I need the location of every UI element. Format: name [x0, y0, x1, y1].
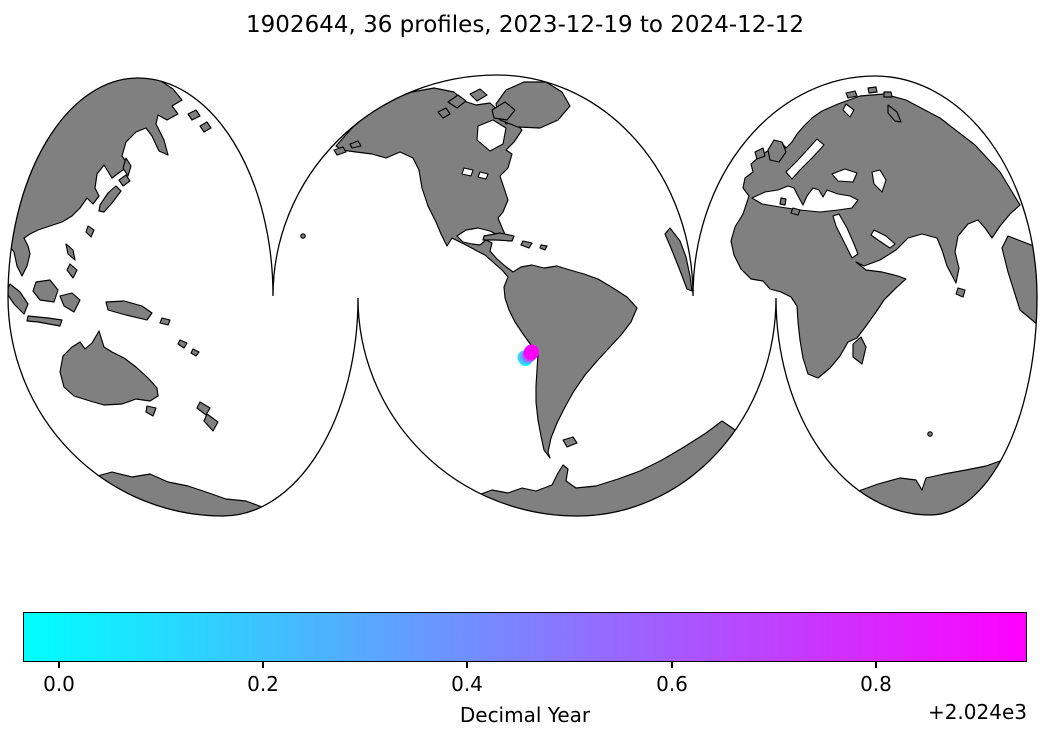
white-sea — [842, 103, 855, 118]
figure-title: 1902644, 36 profiles, 2023-12-19 to 2024… — [246, 12, 804, 38]
island-iceland — [713, 109, 733, 123]
colorbar-gradient — [23, 612, 1027, 662]
tick-label: 0.2 — [247, 672, 279, 696]
islands-caribbean — [482, 232, 548, 251]
tick-label: 0.4 — [451, 672, 483, 696]
islands-aleutian — [333, 140, 362, 156]
island-greenland — [495, 81, 571, 129]
antarctica-lobe1 — [69, 471, 287, 516]
island-sumatra — [8, 283, 29, 315]
caspian-sea — [871, 169, 887, 193]
colorbar-offset-text: +2.024e3 — [927, 700, 1027, 724]
island-tasmania — [145, 405, 157, 417]
islands-japan — [98, 174, 131, 213]
islands-mediterranean — [779, 197, 801, 216]
islands-canadian-arctic — [437, 88, 516, 121]
profile-markers — [517, 344, 539, 366]
islands-new-zealand — [196, 401, 219, 432]
tick-label: 0.8 — [860, 672, 892, 696]
continent-americas — [335, 87, 638, 459]
island-java — [26, 315, 63, 327]
great-lakes — [461, 167, 489, 180]
island-hawaii — [300, 233, 306, 239]
island-tierra-del-fuego — [562, 436, 578, 448]
black-sea — [831, 168, 858, 183]
islands-melanesia — [159, 317, 200, 357]
island-novaya-zemlya — [887, 104, 902, 123]
tick-mark — [262, 662, 264, 668]
islands-svalbard — [845, 86, 893, 99]
island-sulawesi — [59, 292, 81, 313]
hudson-bay — [476, 119, 507, 152]
island-sri-lanka — [955, 287, 966, 298]
island-sakhalin — [122, 157, 132, 177]
island-borneo — [32, 279, 59, 303]
island-taiwan — [85, 225, 95, 238]
map-boundary-outline — [7, 74, 1038, 517]
west-africa-sliver — [664, 227, 693, 292]
islands-philippines — [65, 243, 78, 279]
tick-label: 0.6 — [656, 672, 688, 696]
southeast-asia-sliver — [1001, 235, 1037, 331]
colorbar-axis-label: Decimal Year — [459, 703, 591, 727]
tick-label: 0.0 — [43, 672, 75, 696]
tick-mark — [466, 662, 468, 668]
profile-dot — [524, 344, 539, 360]
tick-mark — [671, 662, 673, 668]
islands-british — [754, 139, 787, 163]
continent-australia — [59, 330, 159, 406]
island-new-guinea — [105, 300, 153, 321]
persian-gulf — [870, 229, 896, 249]
mediterranean-sea — [751, 185, 859, 213]
islands-bering — [187, 109, 212, 133]
baltic-sea — [785, 138, 825, 180]
red-sea — [832, 213, 859, 259]
island-kerguelen — [927, 431, 933, 437]
tick-mark — [875, 662, 877, 668]
island-madagascar — [852, 336, 867, 365]
tick-mark — [58, 662, 60, 668]
